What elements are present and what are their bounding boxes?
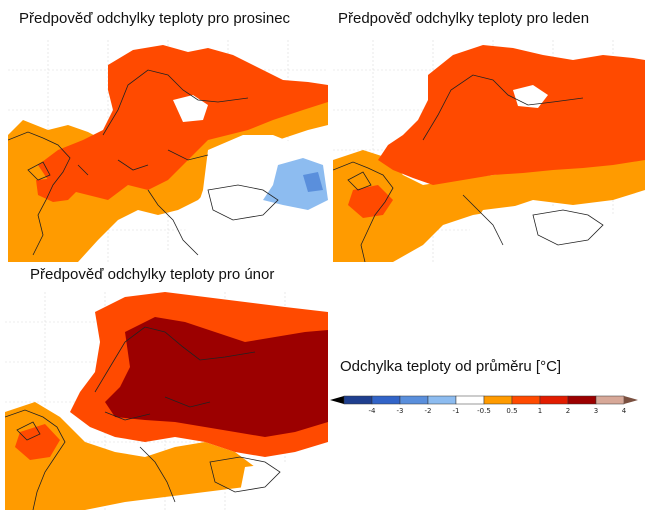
legend-title: Odchylka teploty od průměru [°C] — [340, 358, 562, 375]
legend-tick-label: 4 — [622, 407, 627, 415]
legend-arrow-left — [330, 396, 344, 404]
legend-tick-label: -4 — [369, 407, 377, 415]
legend-arrow-right — [624, 396, 638, 404]
legend-tick-label: -0.5 — [477, 407, 491, 415]
color-legend: -4 -3 -2 -1 -0.5 0.5 1 2 3 4 — [328, 392, 640, 418]
map-december — [8, 40, 328, 262]
map-january — [333, 40, 645, 262]
legend-color-swatch — [455, 395, 485, 405]
map-february — [5, 292, 328, 510]
legend-tick-label: 1 — [538, 407, 542, 415]
legend-tick-label: -2 — [425, 407, 432, 415]
map-title-december: Předpověď odchylky teploty pro prosinec — [19, 10, 291, 27]
legend-color-swatch — [511, 395, 541, 405]
legend-tick-label: 0.5 — [506, 407, 517, 415]
legend-color-swatch — [427, 395, 457, 405]
legend-color-swatch — [595, 395, 625, 405]
legend-color-swatch — [483, 395, 513, 405]
legend-tick-label: -3 — [397, 407, 404, 415]
legend-color-swatch — [567, 395, 597, 405]
legend-tick-label: -1 — [453, 407, 460, 415]
legend-color-swatch — [343, 395, 373, 405]
map-title-february: Předpověď odchylky teploty pro únor — [30, 266, 275, 283]
legend-tick-label: 3 — [594, 407, 598, 415]
legend-color-swatch — [399, 395, 429, 405]
legend-color-swatch — [539, 395, 569, 405]
map-title-january: Předpověď odchylky teploty pro leden — [338, 10, 590, 27]
legend-tick-label: 2 — [566, 407, 570, 415]
legend-color-swatch — [371, 395, 401, 405]
